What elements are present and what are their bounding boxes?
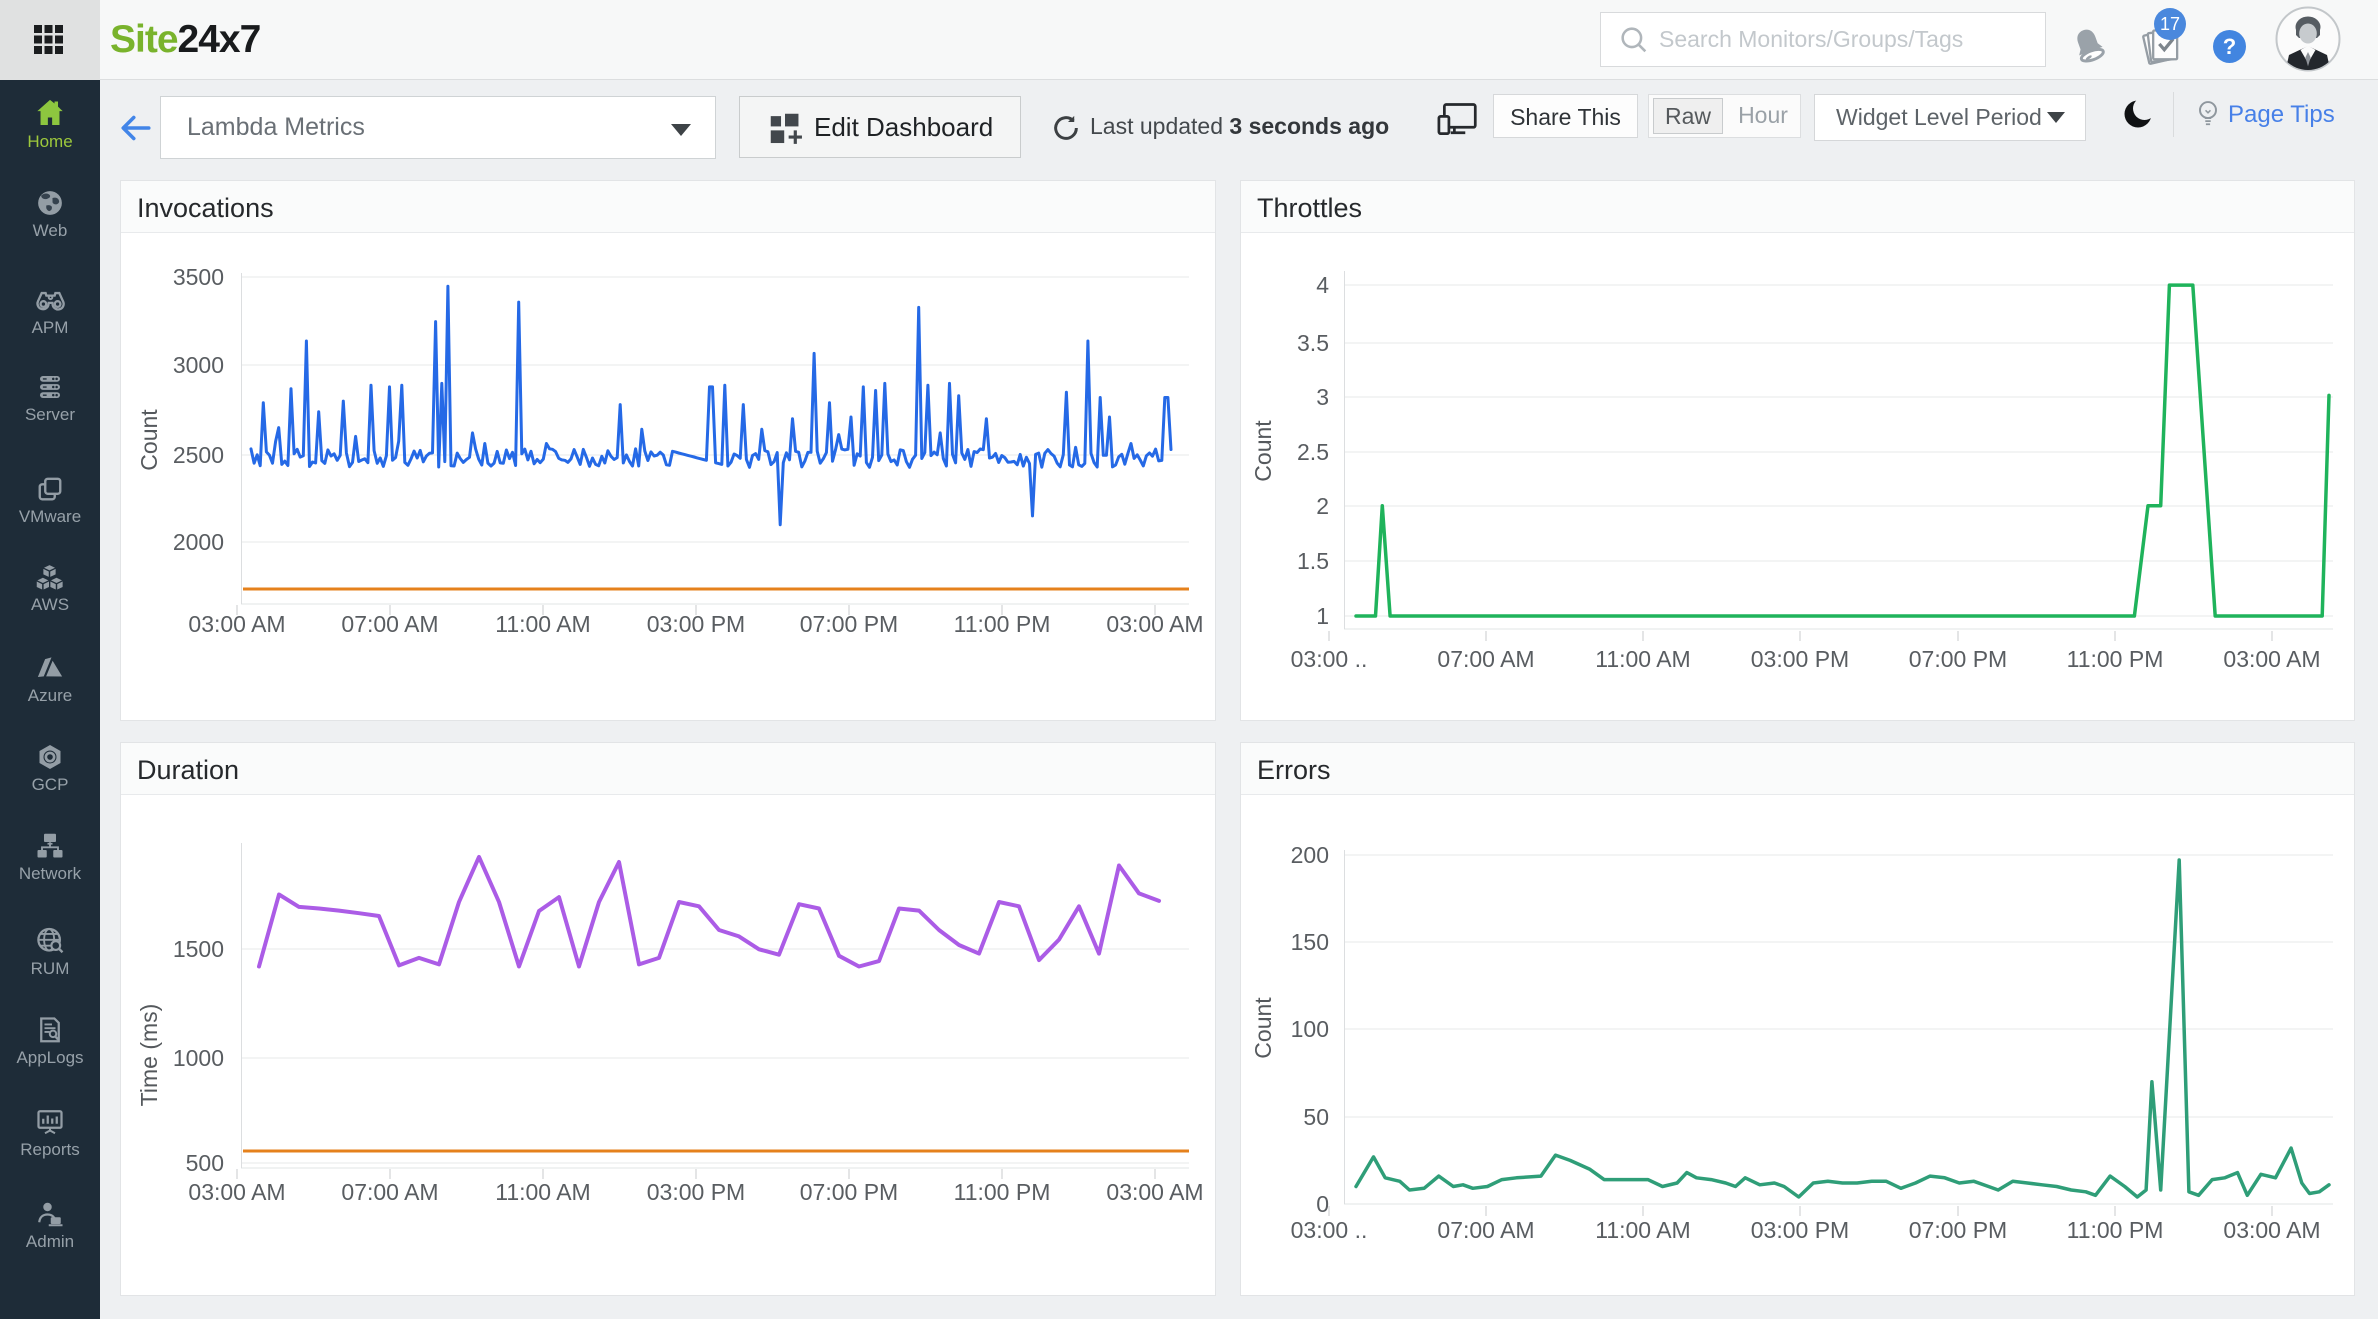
svg-text:11:00 PM: 11:00 PM	[2067, 646, 2164, 672]
svg-text:1: 1	[1316, 603, 1329, 629]
svg-text:03:00 AM: 03:00 AM	[188, 1179, 285, 1205]
svg-text:3000: 3000	[173, 352, 224, 378]
svg-text:3500: 3500	[173, 264, 224, 290]
svg-text:100: 100	[1291, 1016, 1329, 1042]
svg-text:Time (ms): Time (ms)	[136, 1004, 162, 1107]
svg-text:03:00 PM: 03:00 PM	[647, 611, 745, 637]
svg-text:Count: Count	[136, 409, 162, 471]
svg-text:11:00 PM: 11:00 PM	[2067, 1217, 2164, 1243]
svg-text:07:00 PM: 07:00 PM	[1909, 646, 2007, 672]
svg-text:Count: Count	[1250, 997, 1276, 1059]
svg-text:2: 2	[1316, 493, 1329, 519]
svg-text:03:00 AM: 03:00 AM	[2223, 1217, 2320, 1243]
svg-text:2000: 2000	[173, 529, 224, 555]
svg-text:11:00 AM: 11:00 AM	[1595, 646, 1690, 672]
svg-text:200: 200	[1291, 842, 1329, 868]
svg-text:03:00 PM: 03:00 PM	[1751, 646, 1849, 672]
svg-text:03:00 AM: 03:00 AM	[2223, 646, 2320, 672]
svg-text:4: 4	[1316, 272, 1329, 298]
svg-text:11:00 PM: 11:00 PM	[954, 611, 1051, 637]
svg-text:11:00 AM: 11:00 AM	[1595, 1217, 1690, 1243]
svg-text:03:00 ..: 03:00 ..	[1291, 646, 1368, 672]
svg-text:07:00 PM: 07:00 PM	[800, 1179, 898, 1205]
svg-text:07:00 AM: 07:00 AM	[1437, 1217, 1534, 1243]
svg-text:150: 150	[1291, 929, 1329, 955]
svg-text:07:00 AM: 07:00 AM	[1437, 646, 1534, 672]
svg-text:03:00 PM: 03:00 PM	[1751, 1217, 1849, 1243]
svg-text:07:00 AM: 07:00 AM	[341, 1179, 438, 1205]
svg-text:03:00 ..: 03:00 ..	[1291, 1217, 1368, 1243]
svg-text:03:00 AM: 03:00 AM	[188, 611, 285, 637]
svg-text:1000: 1000	[173, 1045, 224, 1071]
svg-text:11:00 AM: 11:00 AM	[495, 611, 590, 637]
svg-text:2.5: 2.5	[1297, 439, 1329, 465]
svg-text:07:00 AM: 07:00 AM	[341, 611, 438, 637]
svg-text:03:00 AM: 03:00 AM	[1106, 1179, 1203, 1205]
svg-text:11:00 AM: 11:00 AM	[495, 1179, 590, 1205]
svg-text:03:00 PM: 03:00 PM	[647, 1179, 745, 1205]
svg-text:Count: Count	[1250, 420, 1276, 482]
svg-text:0: 0	[1316, 1191, 1329, 1217]
svg-text:2500: 2500	[173, 442, 224, 468]
svg-text:1.5: 1.5	[1297, 548, 1329, 574]
svg-text:3: 3	[1316, 384, 1329, 410]
svg-text:1500: 1500	[173, 936, 224, 962]
svg-text:11:00 PM: 11:00 PM	[954, 1179, 1051, 1205]
svg-text:50: 50	[1303, 1104, 1329, 1130]
svg-text:03:00 AM: 03:00 AM	[1106, 611, 1203, 637]
svg-text:3.5: 3.5	[1297, 330, 1329, 356]
svg-text:07:00 PM: 07:00 PM	[1909, 1217, 2007, 1243]
svg-text:07:00 PM: 07:00 PM	[800, 611, 898, 637]
svg-text:500: 500	[186, 1150, 224, 1176]
